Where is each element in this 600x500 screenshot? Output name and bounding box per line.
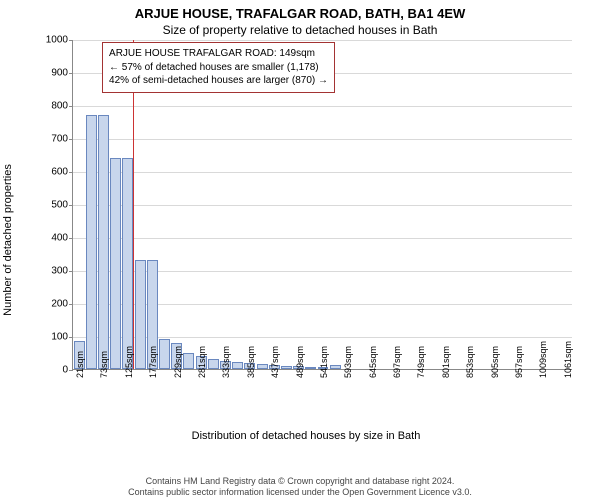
xtick-label: 229sqm [173,346,183,378]
xtick-label: 645sqm [368,346,378,378]
xtick-label: 853sqm [465,346,475,378]
ytick-label: 300 [38,266,68,277]
ytick-mark [69,304,73,305]
xtick-label: 801sqm [441,346,451,378]
xtick-label: 697sqm [392,346,402,378]
xtick-label: 489sqm [295,346,305,378]
histogram-bar [208,359,219,369]
footer-line-2: Contains public sector information licen… [0,487,600,498]
ytick-mark [69,73,73,74]
ytick-label: 0 [38,365,68,376]
xtick-label: 333sqm [221,346,231,378]
chart-container: Number of detached properties Distributi… [32,40,580,440]
histogram-bar [98,115,109,369]
page-title-1: ARJUE HOUSE, TRAFALGAR ROAD, BATH, BA1 4… [0,0,600,21]
ytick-label: 200 [38,299,68,310]
gridline-h [73,139,572,140]
xtick-label: 905sqm [490,346,500,378]
ytick-label: 900 [38,68,68,79]
histogram-bar [330,365,341,369]
ytick-mark [69,337,73,338]
gridline-h [73,205,572,206]
xtick-label: 385sqm [246,346,256,378]
histogram-bar [122,158,133,369]
histogram-bar [305,367,316,369]
xtick-label: 177sqm [148,346,158,378]
ytick-label: 500 [38,200,68,211]
histogram-bar [110,158,121,369]
histogram-bar [257,364,268,369]
histogram-bar [281,366,292,369]
ytick-mark [69,139,73,140]
histogram-bar [86,115,97,369]
ytick-mark [69,370,73,371]
ytick-mark [69,40,73,41]
histogram-bar [159,339,170,369]
histogram-bar [135,260,146,369]
annotation-line3: 42% of semi-detached houses are larger (… [109,74,328,88]
ytick-label: 400 [38,233,68,244]
gridline-h [73,106,572,107]
ytick-mark [69,106,73,107]
xtick-label: 1061sqm [563,341,573,378]
xtick-label: 957sqm [514,346,524,378]
xtick-label: 437sqm [270,346,280,378]
ytick-label: 600 [38,167,68,178]
annotation-line2: ← 57% of detached houses are smaller (1,… [109,61,328,75]
gridline-h [73,172,572,173]
ytick-mark [69,238,73,239]
histogram-bar [232,362,243,369]
ytick-mark [69,271,73,272]
ytick-mark [69,205,73,206]
ytick-label: 800 [38,101,68,112]
y-axis-label: Number of detached properties [2,164,14,316]
ytick-label: 1000 [38,35,68,46]
xtick-label: 125sqm [124,346,134,378]
ytick-mark [69,172,73,173]
footer-attribution: Contains HM Land Registry data © Crown c… [0,476,600,499]
xtick-label: 73sqm [99,351,109,378]
histogram-bar [183,353,194,370]
xtick-label: 1009sqm [538,341,548,378]
ytick-label: 700 [38,134,68,145]
ytick-label: 100 [38,332,68,343]
page-title-2: Size of property relative to detached ho… [0,21,600,41]
xtick-label: 541sqm [319,346,329,378]
x-axis-label: Distribution of detached houses by size … [192,430,421,442]
annotation-box: ARJUE HOUSE TRAFALGAR ROAD: 149sqm← 57% … [102,42,335,93]
xtick-label: 21sqm [75,351,85,378]
xtick-label: 281sqm [197,346,207,378]
xtick-label: 749sqm [416,346,426,378]
annotation-line1: ARJUE HOUSE TRAFALGAR ROAD: 149sqm [109,47,328,61]
gridline-h [73,238,572,239]
gridline-h [73,40,572,41]
xtick-label: 593sqm [343,346,353,378]
footer-line-1: Contains HM Land Registry data © Crown c… [0,476,600,487]
